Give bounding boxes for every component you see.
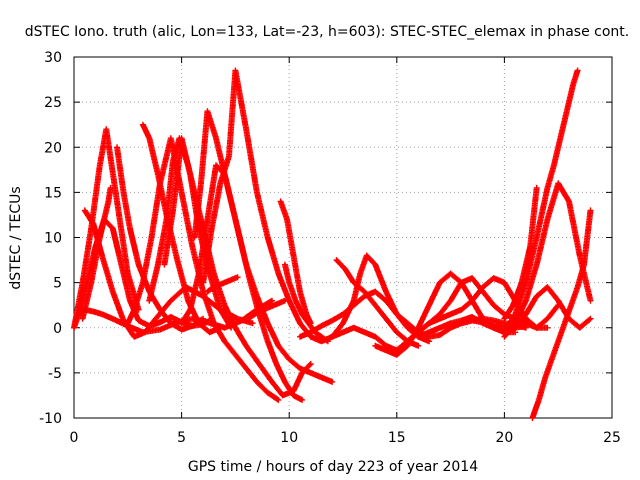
series-markers <box>204 274 241 295</box>
x-tick-label: 15 <box>388 430 406 446</box>
series-markers <box>501 184 540 322</box>
series-markers <box>191 108 336 385</box>
series-markers <box>329 252 433 345</box>
y-tick-label: -5 <box>48 366 62 382</box>
series-sat-aa <box>501 67 581 336</box>
x-axis-label: GPS time / hours of day 223 of year 2014 <box>188 459 478 475</box>
y-tick-label: -10 <box>39 411 62 427</box>
y-tick-label: 30 <box>44 50 62 66</box>
chart-title: dSTEC Iono. truth (alic, Lon=133, Lat=-2… <box>25 24 629 40</box>
series-markers <box>238 297 288 324</box>
series-sat-ac <box>458 315 529 331</box>
y-axis-ticks: -10 -5 0 5 10 15 20 25 30 <box>39 50 612 427</box>
y-tick-label: 15 <box>44 185 62 201</box>
x-axis-ticks: 0 5 10 15 20 25 <box>70 57 621 446</box>
series-sat-o <box>238 297 288 324</box>
series-sat-l <box>191 108 336 385</box>
x-tick-label: 25 <box>603 430 621 446</box>
series-markers <box>277 198 314 327</box>
y-tick-label: 5 <box>53 276 62 292</box>
series-markers <box>71 126 142 331</box>
x-tick-label: 0 <box>70 430 79 446</box>
y-tick-label: 20 <box>44 140 62 156</box>
y-tick-label: 0 <box>53 321 62 337</box>
series-sat-ab <box>501 184 540 322</box>
y-tick-label: 25 <box>44 95 62 111</box>
series-sat-m <box>200 67 400 354</box>
data-series <box>71 67 594 421</box>
series-markers <box>529 207 594 421</box>
series-markers <box>458 315 529 331</box>
y-tick-label: 10 <box>44 231 62 247</box>
series-markers <box>200 67 400 354</box>
x-tick-label: 10 <box>280 430 298 446</box>
series-sat-p <box>277 198 314 327</box>
series-markers <box>501 67 581 336</box>
x-tick-label: 5 <box>177 430 186 446</box>
x-tick-label: 20 <box>495 430 513 446</box>
series-sat-n <box>204 274 241 295</box>
series-sat-z <box>529 207 594 421</box>
y-axis-label: dSTEC / TECUs <box>8 186 24 289</box>
series-sat-b <box>71 126 142 331</box>
series-sat-s <box>329 252 433 345</box>
